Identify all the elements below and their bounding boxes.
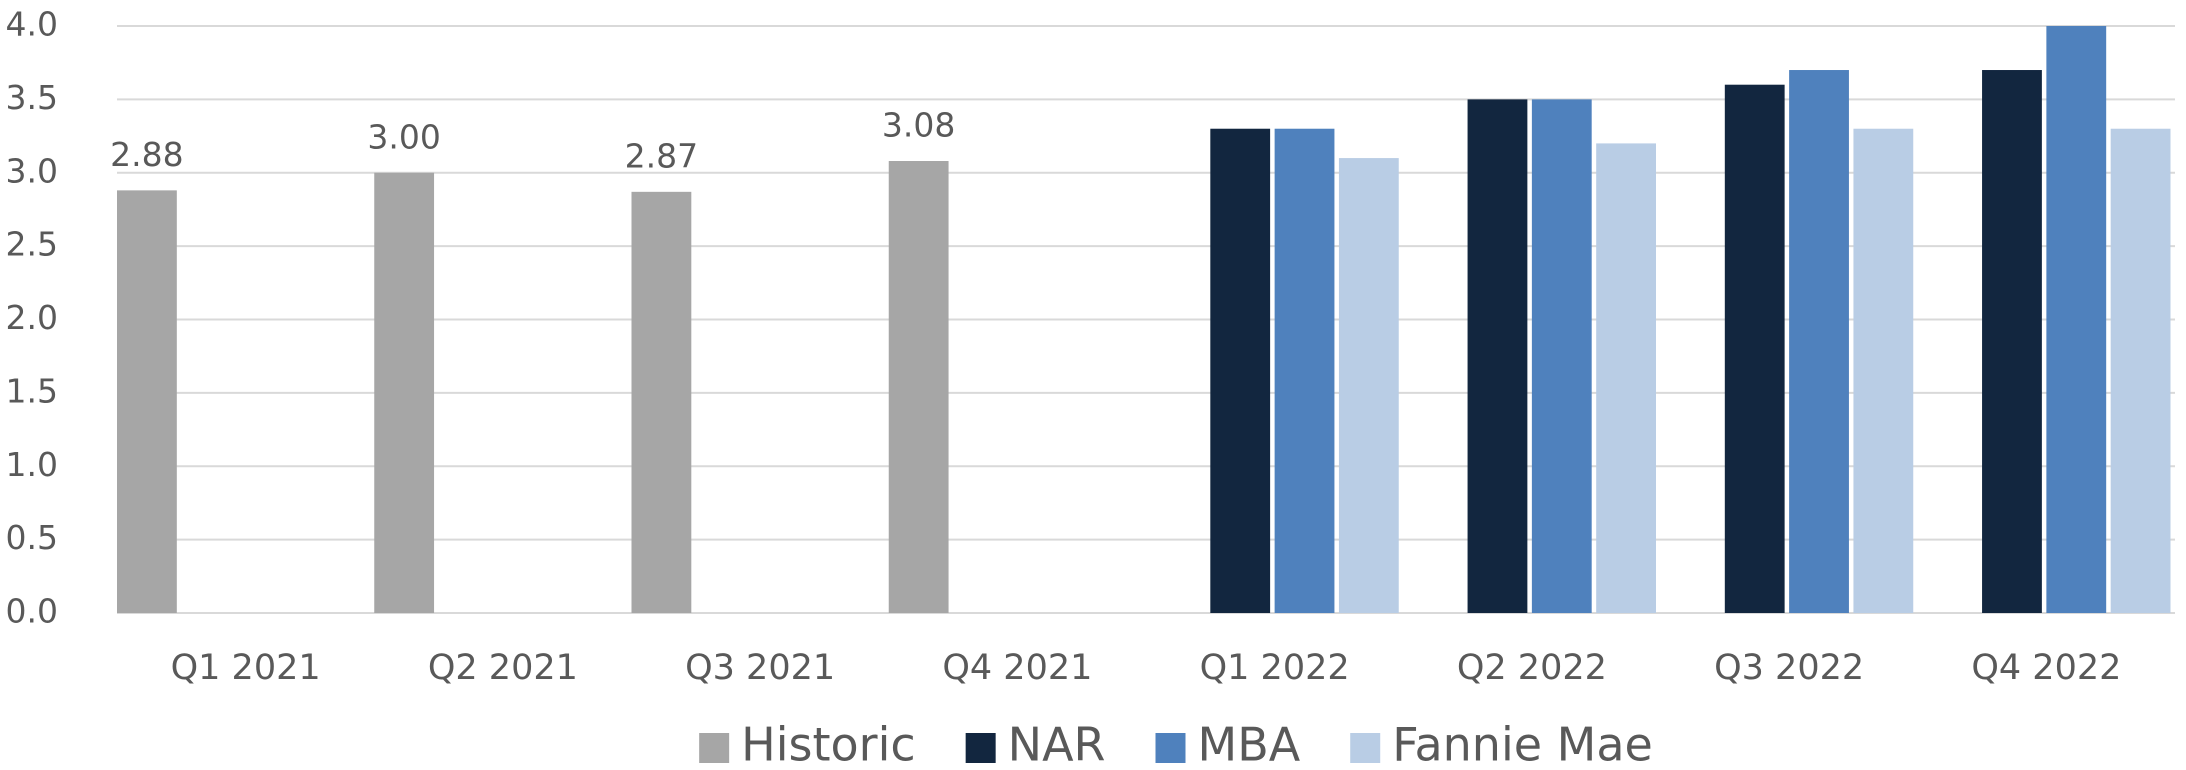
- bar: [1274, 128, 1335, 613]
- legend-label: Fannie Mae: [1392, 718, 1653, 770]
- x-tick-label: Q4 2021: [942, 648, 1092, 688]
- data-label: 3.00: [367, 117, 440, 156]
- bar: [1338, 158, 1399, 613]
- bar: [1724, 84, 1785, 613]
- x-tick-label: Q3 2021: [685, 648, 835, 688]
- data-label: 2.87: [625, 136, 698, 175]
- x-tick-label: Q2 2022: [1457, 648, 1607, 688]
- data-label: 2.88: [110, 135, 183, 174]
- x-tick-label: Q2 2021: [428, 648, 578, 688]
- y-tick-label: 2.5: [6, 225, 58, 264]
- x-tick-label: Q1 2022: [1200, 648, 1350, 688]
- bar: [2046, 26, 2107, 613]
- x-tick-label: Q1 2021: [171, 648, 321, 688]
- legend-swatch: [1155, 733, 1186, 763]
- legend-label: MBA: [1198, 718, 1301, 770]
- bar: [1531, 99, 1592, 613]
- y-tick-label: 2.0: [6, 298, 58, 337]
- legend-swatch: [965, 733, 996, 763]
- y-tick-label: 1.5: [6, 371, 58, 410]
- data-label: 3.08: [882, 106, 955, 145]
- y-tick-label: 1.0: [6, 445, 58, 484]
- bar: [117, 190, 177, 614]
- y-tick-label: 3.5: [6, 78, 58, 117]
- bar: [2110, 128, 2171, 613]
- bar: [1853, 128, 1914, 613]
- y-tick-label: 0.0: [6, 592, 58, 631]
- legend-swatch: [1350, 733, 1381, 763]
- bar: [1789, 70, 1849, 613]
- bar: [888, 161, 949, 613]
- bar: [1596, 143, 1656, 613]
- y-tick-label: 3.0: [6, 151, 58, 190]
- y-tick-label: 4.0: [6, 5, 58, 44]
- legend-label: NAR: [1008, 718, 1106, 770]
- y-tick-label: 0.5: [6, 518, 58, 557]
- legend-swatch: [699, 733, 730, 763]
- bar: [374, 172, 435, 613]
- bar: [1467, 99, 1528, 613]
- bar: [1210, 128, 1271, 613]
- x-tick-label: Q4 2022: [1971, 648, 2121, 688]
- legend-label: Historic: [741, 718, 916, 770]
- bar: [631, 191, 692, 613]
- bar: [1982, 70, 2042, 613]
- x-tick-label: Q3 2022: [1714, 648, 1864, 688]
